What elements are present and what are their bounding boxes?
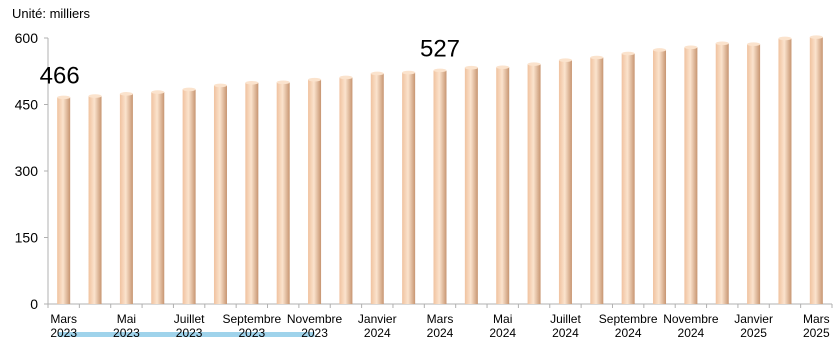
bar-cap	[527, 62, 541, 66]
x-tick-label-month: Juillet	[174, 312, 205, 326]
bar-cap	[182, 87, 196, 92]
bar-cap	[809, 35, 823, 39]
bar-cap	[496, 65, 510, 70]
bar	[213, 85, 227, 304]
bar	[653, 49, 667, 304]
bar-cap	[778, 36, 792, 41]
x-tick-label-month: Novembre	[287, 312, 343, 326]
bar-cap	[57, 95, 71, 100]
x-tick-label-year: 2023	[238, 326, 265, 339]
bar-cap	[213, 83, 227, 88]
x-tick-label-month: Mai	[117, 312, 136, 326]
bar-cap	[558, 58, 572, 62]
bar-cap	[245, 80, 259, 85]
bar	[684, 47, 698, 305]
bar-cap	[433, 68, 447, 73]
x-tick-label-month: Mai	[493, 312, 512, 326]
y-tick-label: 150	[15, 230, 39, 246]
x-tick-label-month: Mars	[50, 312, 77, 326]
x-tick-label-month: Janvier	[358, 312, 397, 326]
bar-cap	[747, 42, 761, 47]
bar-cap	[151, 90, 165, 94]
x-tick-label-month: Septembre	[599, 312, 658, 326]
x-tick-label-year: 2024	[678, 326, 705, 339]
x-tick-label-year: 2024	[615, 326, 642, 339]
x-tick-label-month: Septembre	[222, 312, 281, 326]
bar	[276, 82, 290, 304]
bar	[402, 72, 416, 304]
bar	[339, 77, 353, 304]
x-tick-label-year: 2024	[552, 326, 579, 339]
bar	[590, 57, 604, 304]
bar-cap	[308, 77, 322, 82]
y-tick-label: 600	[15, 30, 39, 46]
bar	[715, 43, 729, 304]
bar	[182, 89, 196, 304]
x-tick-label-month: Mars	[427, 312, 454, 326]
bar	[809, 37, 823, 304]
bar-cap	[88, 94, 102, 98]
bar	[496, 67, 510, 304]
y-tick-label: 300	[15, 163, 39, 179]
bar-cap	[621, 51, 635, 56]
x-tick-label-year: 2023	[113, 326, 140, 339]
x-tick-label-year: 2025	[803, 326, 830, 339]
bar-cap	[276, 80, 290, 85]
bar	[88, 96, 102, 305]
bar	[747, 44, 761, 304]
y-tick-label: 0	[30, 296, 38, 312]
bar-cap	[653, 48, 667, 52]
x-tick-label-month: Novembre	[663, 312, 719, 326]
x-tick-label-year: 2024	[364, 326, 391, 339]
bar-cap	[715, 41, 729, 46]
bar-cap	[684, 45, 698, 50]
x-tick-label-year: 2024	[427, 326, 454, 339]
unit-label: Unité: milliers	[12, 6, 91, 21]
bar-cap	[339, 75, 353, 80]
x-tick-label-year: 2025	[740, 326, 767, 339]
data-annotation: 466	[40, 62, 80, 89]
bar	[621, 53, 635, 305]
x-tick-label-month: Mars	[803, 312, 830, 326]
bar-cap	[119, 92, 133, 96]
x-tick-label-month: Juillet	[550, 312, 581, 326]
x-tick-label-year: 2023	[301, 326, 328, 339]
bar-cap	[464, 65, 478, 70]
bar	[308, 79, 322, 304]
x-tick-label-year: 2023	[50, 326, 77, 339]
bar	[119, 93, 133, 304]
bar-cap	[402, 70, 416, 75]
x-tick-label-year: 2024	[489, 326, 516, 339]
bar	[433, 70, 447, 304]
bar	[778, 38, 792, 305]
bar	[151, 92, 165, 304]
bar-cap	[590, 55, 604, 60]
bar	[57, 97, 71, 304]
y-tick-label: 450	[15, 97, 39, 113]
x-tick-label-year: 2023	[176, 326, 203, 339]
bar	[464, 67, 478, 304]
x-tick-label-month: Janvier	[734, 312, 773, 326]
bar	[370, 73, 384, 304]
data-annotation: 527	[420, 35, 460, 62]
highlight-strip	[57, 332, 315, 337]
bar	[245, 82, 259, 304]
bar	[527, 64, 541, 304]
bar	[558, 60, 572, 304]
bar-cap	[370, 71, 384, 76]
